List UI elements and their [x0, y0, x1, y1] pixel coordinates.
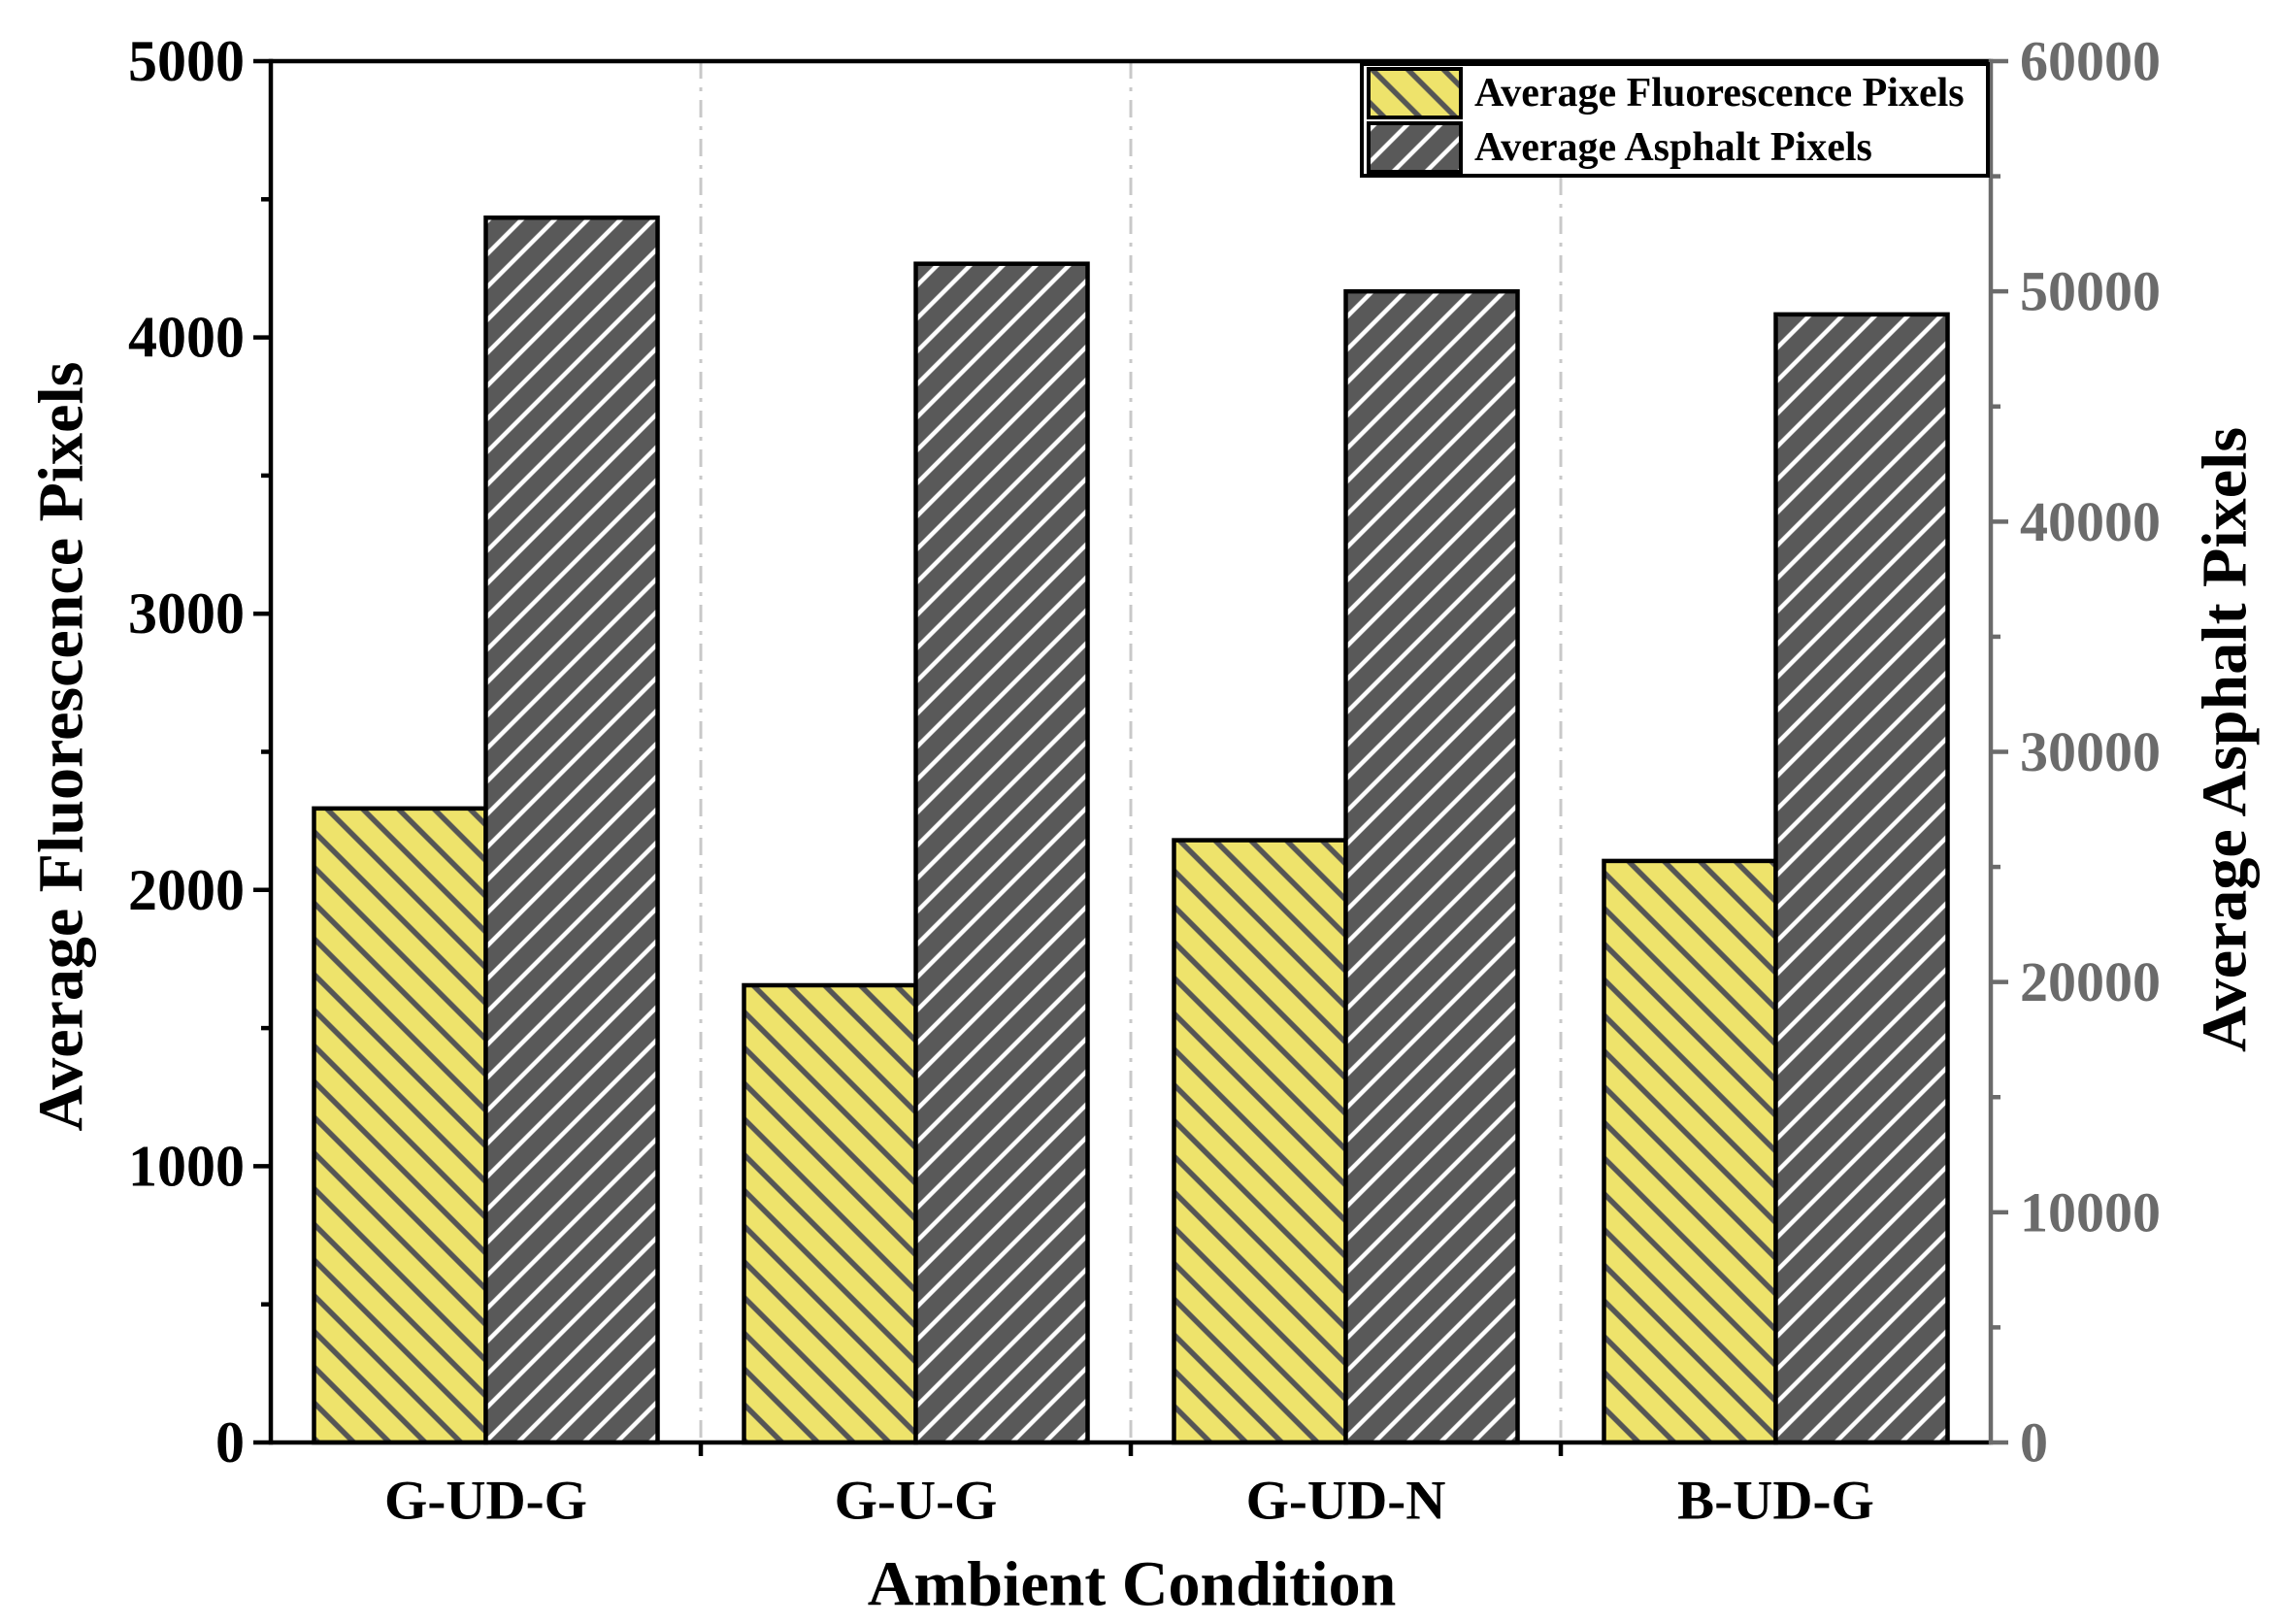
y-right-tick-label: 0 [2020, 1411, 2048, 1475]
bar-average-asphalt-pixels-g-ud-n [1343, 288, 1520, 1445]
y-right-tick-label: 10000 [2020, 1180, 2161, 1243]
y-left-tick-label: 1000 [128, 1134, 245, 1198]
bar-average-asphalt-pixels-g-u-g [913, 261, 1090, 1445]
y-right-tick-label: 50000 [2020, 260, 2161, 323]
legend-swatch-fluorescence [1367, 67, 1463, 119]
y-axis-right-title: Average Asphalt Pixels [2190, 427, 2261, 1052]
tick-labels: 0100020003000400050000100002000030000400… [128, 29, 2161, 1532]
y-right-tick-label: 40000 [2020, 490, 2161, 553]
y-left-tick-label: 2000 [128, 858, 245, 922]
bar-average-asphalt-pixels-g-ud-g [483, 215, 660, 1445]
legend-box [1360, 62, 1990, 178]
x-category-label: G-U-G [835, 1471, 998, 1532]
x-category-label: B-UD-G [1677, 1471, 1874, 1532]
bar-average-fluorescence-pixels-b-ud-g [1602, 858, 1778, 1445]
axes [253, 58, 2008, 1456]
legend-swatch-asphalt [1367, 121, 1463, 174]
y-left-tick-label: 5000 [128, 29, 245, 93]
y-axis-left-title: Average Fluorescence Pixels [26, 362, 97, 1132]
bar-average-asphalt-pixels-b-ud-g [1773, 312, 1950, 1445]
bar-average-fluorescence-pixels-g-ud-g [312, 806, 488, 1445]
legend-label-fluorescence: Average Fluorescence Pixels [1474, 71, 1965, 116]
y-left-tick-label: 0 [215, 1410, 245, 1475]
x-category-label: G-UD-G [384, 1471, 587, 1532]
y-left-tick-label: 4000 [128, 306, 245, 370]
legend: Average Fluorescence Pixels Average Asph… [1360, 62, 1990, 178]
y-right-tick-label: 30000 [2020, 720, 2161, 783]
bar-average-fluorescence-pixels-g-ud-n [1172, 838, 1348, 1445]
bars [312, 215, 1950, 1445]
legend-label-asphalt: Average Asphalt Pixels [1474, 125, 1872, 170]
bar-average-fluorescence-pixels-g-u-g [742, 982, 918, 1445]
y-right-tick-label: 20000 [2020, 950, 2161, 1013]
x-category-label: G-UD-N [1246, 1471, 1446, 1532]
x-axis-title: Ambient Condition [868, 1549, 1397, 1620]
y-left-tick-label: 3000 [128, 581, 245, 646]
y-right-tick-label: 60000 [2020, 30, 2161, 93]
